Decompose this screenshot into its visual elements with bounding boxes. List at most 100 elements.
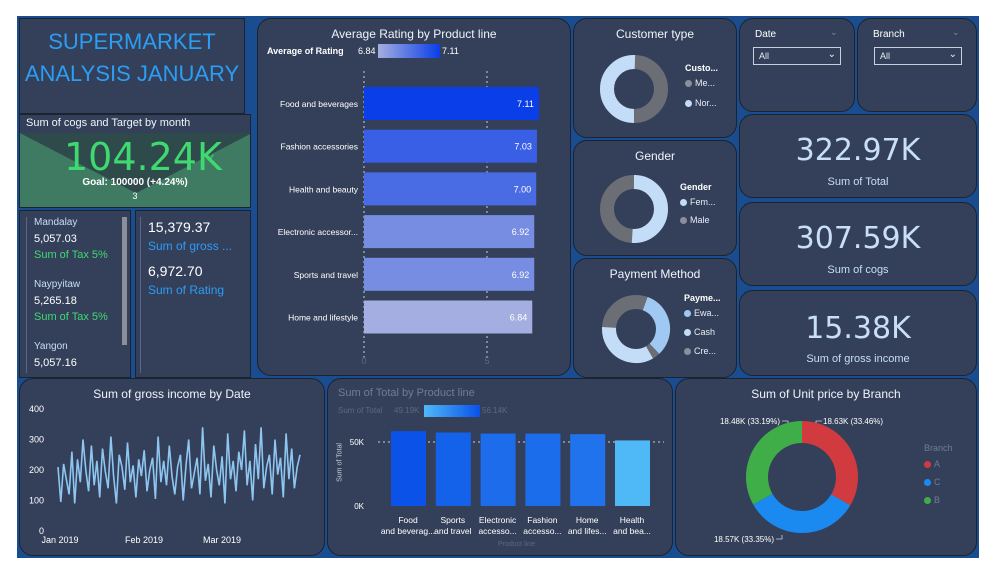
branch-slice-b[interactable] [745,421,802,505]
branch-leader-line[interactable] [776,535,783,540]
date-slicer-dropdown[interactable]: All ⌄ [753,47,841,65]
branch-slicer-value: All [880,51,891,61]
branch-legend-item-a: A [924,459,940,469]
rating-chart-card[interactable]: Average Rating by Product line Average o… [257,18,571,376]
city-scrollbar[interactable] [122,217,127,345]
legend-dot-icon [924,479,931,487]
kpi-gross-card[interactable]: 15.38K Sum of gross income [739,290,977,376]
gross-y-tick: 400 [29,404,44,414]
kpi-cogs-target-card[interactable]: Sum of cogs and Target by month 104.24K … [19,114,251,208]
rating-legend-max: 7.11 [442,46,459,56]
city-value-1: 5,057.03 [34,233,77,245]
branch-leader-line[interactable] [815,420,822,423]
city-name-3: Yangon [34,341,68,352]
kpi-cogs-target-extra: 3 [132,191,138,201]
kpi-cogs-card[interactable]: 307.59K Sum of cogs [739,202,977,286]
branch-donut-chart[interactable]: 18.63K (33.46%) 18.57K (33.35%) 18.48K (33… [676,379,977,556]
gender-legend-item-2: Male [680,215,710,225]
city-tax-card[interactable]: Mandalay 5,057.03 Sum of Tax 5% Naypyita… [19,210,131,378]
branch-slicer-dropdown[interactable]: All ⌄ [874,47,962,65]
gross-x-tick: Feb 2019 [125,535,163,545]
rating-bar[interactable] [364,257,535,291]
total-bar[interactable] [435,432,471,506]
total-x-label: Product line [498,541,535,548]
multirow-divider [140,217,141,373]
total-bar[interactable] [391,431,426,506]
branch-slicer-card[interactable]: Branch ⌄ All ⌄ [857,18,977,112]
city-divider [26,217,27,373]
title-card: SUPERMARKET ANALYSIS JANUARY [19,18,245,114]
total-chart-card[interactable]: Sum of Total by Product line Sum of Tota… [327,378,673,556]
city-label-2: Sum of Tax 5% [34,311,108,323]
gross-x-tick: Mar 2019 [203,535,241,545]
branch-slicer-title: Branch [873,29,905,40]
gross-y-tick: 300 [29,435,44,445]
rating-axis-tick: 0 [361,356,366,366]
total-bar[interactable] [525,433,561,506]
rating-category-label: Health and beauty [289,184,359,194]
rating-bar[interactable] [364,300,533,334]
city-value-3: 5,057.16 [34,357,77,369]
gender-legend-label-1: Fem... [690,197,716,207]
total-x-tick: Health [620,515,645,525]
customer-type-card[interactable]: Customer type Custo... Me... Nor... [573,18,737,138]
branch-slice-c[interactable] [753,493,851,533]
total-x-tick: accesso... [478,526,516,536]
gender-slice-female[interactable] [600,175,668,243]
city-name-2: Naypyitaw [34,279,81,290]
legend-dot-icon [684,310,691,318]
chevron-down-icon[interactable]: ⌄ [830,27,838,37]
legend-dot-icon [684,348,691,356]
rating-bar[interactable] [364,129,537,163]
rating-data-label: 6.84 [510,313,528,323]
total-x-tick: and lifes... [568,526,607,536]
branch-chart-card[interactable]: Sum of Unit price by Branch 18.63K (33.4… [675,378,977,556]
branch-legend-label-a: A [934,459,941,469]
payment-slice-ewallet[interactable] [601,294,670,363]
rating-legend-title: Average of Rating [267,46,344,56]
total-x-tick: Electronic [479,515,517,525]
rating-bar[interactable] [364,87,539,120]
total-x-tick: and bea... [613,526,651,536]
total-bar[interactable] [615,440,650,506]
rating-category-label: Home and lifestyle [288,313,358,323]
date-slicer-title: Date [755,29,777,40]
gross-y-tick: 0 [39,526,44,536]
date-slicer-card[interactable]: Date ⌄ All ⌄ [739,18,855,112]
gender-card[interactable]: Gender Gender Fem... Male [573,140,737,256]
kpi-total-card[interactable]: 322.97K Sum of Total [739,114,977,198]
total-x-tick: Food [398,515,418,525]
gross-income-chart-card[interactable]: Sum of gross income by Date 400 300 200 100… [19,378,325,556]
payment-legend-item-1: Ewa... [684,308,719,318]
total-bar[interactable] [570,434,606,506]
payment-method-card[interactable]: Payment Method Payme... Ewa... Cash Cre.… [573,258,737,378]
payment-legend-item-3: Cre... [684,346,716,356]
rating-bar-chart[interactable]: 7.11 Food and beverages 7.03 Fashion access… [258,19,571,376]
rating-category-label: Sports and travel [294,270,358,280]
gross-income-line[interactable] [57,427,301,504]
gender-donut[interactable] [596,171,672,247]
customer-legend-item-1: Me... [685,78,715,88]
kpi-cogs-target-value: 104.24K [64,135,222,179]
branch-slice-a[interactable] [802,421,858,506]
branch-leader-line[interactable] [782,420,789,423]
rating-bar[interactable] [364,172,537,206]
customer-slice-member[interactable] [600,55,668,123]
rating-axis-tick: 5 [484,356,489,366]
customer-legend-title: Custo... [685,63,718,73]
total-legend-title: Sum of Total [338,406,383,415]
payment-donut[interactable] [598,291,674,367]
city-value-2: 5,265.18 [34,295,77,307]
kpi-total-value: 322.97K [795,133,921,168]
multirow-card[interactable]: 15,379.37 Sum of gross ... 6,972.70 Sum … [135,210,251,378]
customer-type-donut[interactable] [596,51,672,127]
chevron-down-icon[interactable]: ⌄ [952,27,960,37]
payment-slice-cash[interactable] [599,292,673,366]
multirow-label-1: Sum of gross ... [148,239,233,253]
total-bar[interactable] [480,433,516,506]
total-x-tick: Sports [441,515,466,525]
rating-bar[interactable] [364,215,535,249]
rating-category-label: Fashion accessories [281,142,358,152]
